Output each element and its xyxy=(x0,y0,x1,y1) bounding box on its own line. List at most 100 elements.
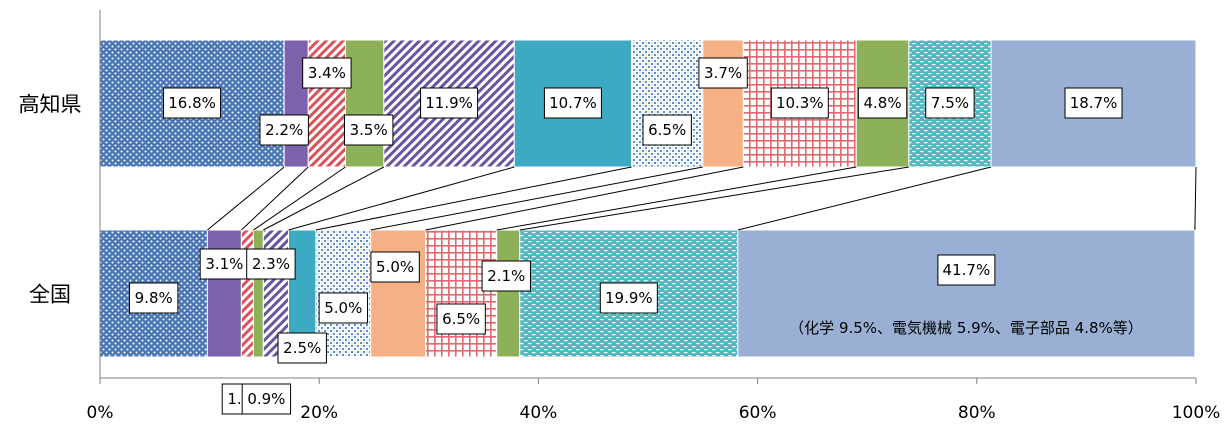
data-label-box xyxy=(481,260,531,292)
connector-line xyxy=(370,166,703,231)
bar-segment xyxy=(425,229,498,358)
data-label: 4.8% xyxy=(857,87,908,119)
data-label-box xyxy=(543,87,602,119)
data-label-text: 19.9% xyxy=(605,289,653,307)
data-label-box xyxy=(770,87,829,119)
data-label-box xyxy=(420,87,479,119)
data-label-box xyxy=(318,292,369,324)
x-tick-label: 100% xyxy=(1172,403,1221,423)
data-label-text: 18.7% xyxy=(1070,94,1118,112)
data-label: 41.7% xyxy=(937,254,996,286)
connector-line xyxy=(263,166,385,231)
data-label-text: 0.9% xyxy=(247,390,285,408)
data-label-box xyxy=(925,87,975,119)
data-label: 10.7% xyxy=(543,87,602,119)
data-label-text: 6.5% xyxy=(648,121,686,139)
data-label-box xyxy=(241,383,292,415)
data-label-box xyxy=(129,282,179,314)
connector-line xyxy=(496,166,857,231)
connector-line xyxy=(1194,166,1197,231)
annotation-note: （化学 9.5%、電気機械 5.9%、電子部品 4.8%等） xyxy=(789,319,1143,337)
connector-line xyxy=(519,166,909,231)
data-label: 3.5% xyxy=(343,114,394,146)
data-label-box xyxy=(642,114,692,146)
data-label: 16.8% xyxy=(163,87,222,119)
data-label: 2.5% xyxy=(277,332,327,364)
connector-line xyxy=(253,166,346,231)
data-label-text: 2.3% xyxy=(252,255,290,273)
data-label-text: 5.0% xyxy=(376,258,414,276)
data-label: 5.0% xyxy=(318,292,369,324)
category-label: 高知県 xyxy=(19,93,82,117)
data-label-text: 9.8% xyxy=(135,289,173,307)
connector-line xyxy=(315,166,632,231)
data-label: 9.8% xyxy=(129,282,179,314)
bar-segment xyxy=(631,39,704,168)
data-label: 3.4% xyxy=(302,57,352,89)
data-label: 19.9% xyxy=(599,282,658,314)
data-label-text: 7.5% xyxy=(931,94,969,112)
data-label-box xyxy=(259,114,309,146)
axes xyxy=(99,10,1196,379)
data-label-box xyxy=(370,251,420,283)
connector-line xyxy=(207,166,285,231)
x-tick-label: 80% xyxy=(958,403,996,423)
data-label-text: 5.0% xyxy=(324,299,362,317)
x-tick-label: 0% xyxy=(87,403,114,423)
data-label-box xyxy=(246,248,296,280)
bar-segment xyxy=(496,229,521,358)
data-label-text: 41.7% xyxy=(943,261,991,279)
connector-lines xyxy=(207,166,1197,231)
data-label-text: 11.9% xyxy=(425,94,473,112)
data-label: 18.7% xyxy=(1064,87,1123,119)
data-label-box xyxy=(199,248,250,280)
data-label-text: 6.5% xyxy=(442,310,480,328)
data-label-text: 3.4% xyxy=(308,64,346,82)
data-label-text: 2.1% xyxy=(487,267,525,285)
data-label-box xyxy=(163,87,222,119)
connector-line xyxy=(737,166,992,231)
x-axis-ticks: 0% 20% 40% 60% 80% 100% xyxy=(87,378,1221,423)
data-label: 10.3% xyxy=(770,87,829,119)
data-label-box xyxy=(277,332,327,364)
data-label-text: 10.3% xyxy=(776,94,824,112)
data-labels: 16.8% 2.2% 3.4% 3.5% 11.9% 10.7% 6.5% 3.7% 10.3%… xyxy=(129,57,1123,415)
data-label-text: 16.8% xyxy=(168,94,216,112)
data-label-box xyxy=(857,87,908,119)
x-tick-label: 40% xyxy=(520,403,558,423)
data-label: 3.1% xyxy=(199,248,250,280)
category-label: 全国 xyxy=(29,283,71,307)
data-label-box xyxy=(436,303,486,335)
data-label-text: 3.5% xyxy=(350,121,388,139)
data-label-box xyxy=(343,114,394,146)
data-label-text: 2.2% xyxy=(265,121,303,139)
data-label-box xyxy=(698,57,748,89)
bar-segment xyxy=(737,229,1196,358)
data-label: 2.1% xyxy=(481,260,531,292)
data-label: 2.2% xyxy=(259,114,309,146)
data-label-text: 10.7% xyxy=(549,94,597,112)
data-label-text: 2.5% xyxy=(283,339,321,357)
connector-line xyxy=(241,166,309,231)
data-label: 0.9% xyxy=(241,383,292,415)
data-label-box xyxy=(599,282,658,314)
data-label-text: 3.1% xyxy=(205,255,243,273)
data-label: 3.7% xyxy=(698,57,748,89)
x-tick-label: 20% xyxy=(300,403,338,423)
data-label: 6.5% xyxy=(642,114,692,146)
data-label-text: 3.7% xyxy=(704,64,742,82)
data-label-box xyxy=(937,254,996,286)
data-label-text: 4.8% xyxy=(863,94,901,112)
data-label: 6.5% xyxy=(436,303,486,335)
x-tick-label: 60% xyxy=(739,403,777,423)
bar-segment xyxy=(370,229,427,358)
connector-line xyxy=(425,166,744,231)
data-label: 7.5% xyxy=(925,87,975,119)
data-label: 5.0% xyxy=(370,251,420,283)
connector-line xyxy=(288,166,515,231)
data-label: 2.3% xyxy=(246,248,296,280)
data-label-box xyxy=(1064,87,1123,119)
data-label: 11.9% xyxy=(420,87,479,119)
